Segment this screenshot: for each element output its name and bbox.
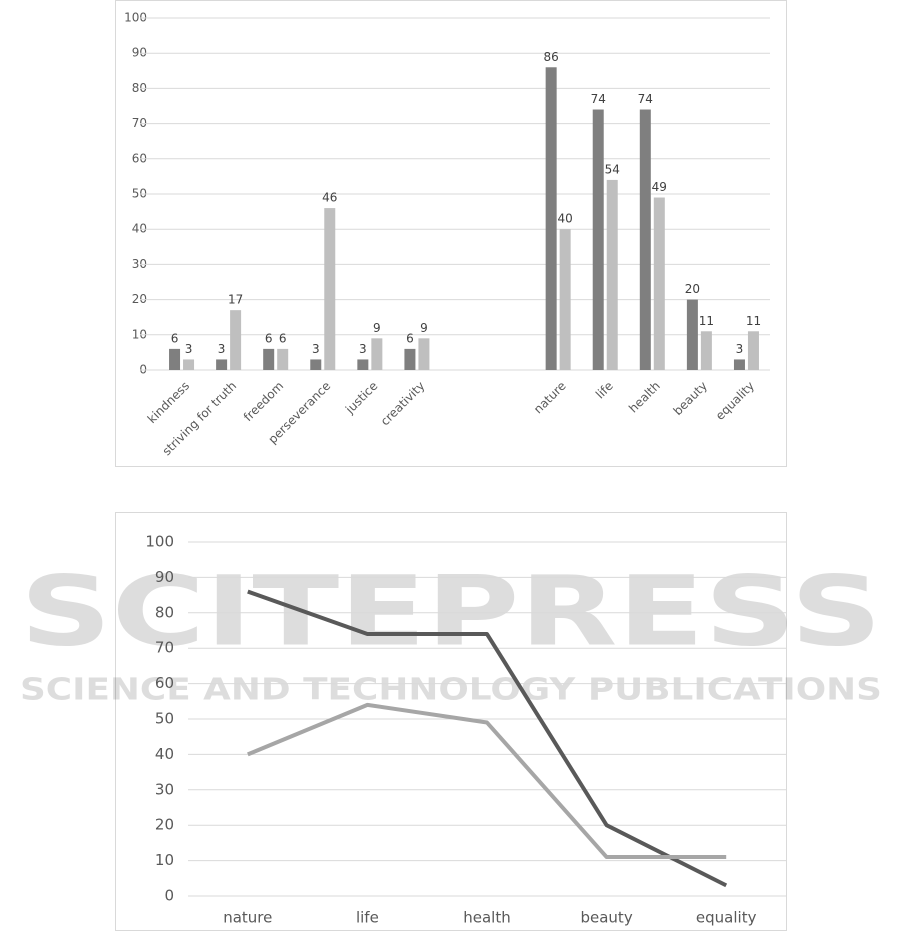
- y-tick-label: 50: [155, 710, 174, 728]
- x-tick-label: nature: [223, 909, 272, 927]
- data-label: 9: [373, 321, 381, 335]
- bar: [183, 359, 195, 370]
- y-tick-label: 60: [155, 674, 174, 692]
- y-tick-label: 0: [164, 887, 174, 905]
- bar: [324, 208, 336, 370]
- data-label: 11: [746, 314, 761, 328]
- y-tick-label: 50: [132, 187, 147, 201]
- bar: [545, 67, 557, 370]
- y-tick-label: 30: [132, 257, 147, 271]
- data-label: 40: [558, 212, 573, 226]
- y-tick-label: 100: [124, 11, 147, 25]
- bar: [700, 331, 712, 370]
- bar: [733, 359, 745, 370]
- bar: [169, 348, 181, 370]
- bar: [263, 348, 275, 370]
- data-label: 20: [685, 282, 700, 296]
- bar: [230, 310, 242, 370]
- data-label: 3: [736, 342, 744, 356]
- bar: [639, 109, 651, 371]
- y-tick-label: 70: [155, 639, 174, 657]
- bar: [357, 359, 369, 370]
- y-tick-label: 40: [132, 222, 147, 236]
- data-label: 54: [605, 162, 620, 176]
- y-tick-label: 80: [155, 603, 174, 621]
- data-label: 74: [591, 92, 606, 106]
- chart-frame: [115, 0, 787, 467]
- y-tick-label: 10: [155, 851, 174, 869]
- data-label: 3: [218, 342, 226, 356]
- y-tick-label: 40: [155, 745, 174, 763]
- data-label: 3: [185, 342, 193, 356]
- data-label: 3: [312, 342, 320, 356]
- bar: [747, 331, 759, 370]
- bar: [686, 299, 698, 370]
- data-label: 6: [279, 331, 287, 345]
- data-label: 11: [699, 314, 714, 328]
- watermark-title: SCITEPRESS: [20, 555, 882, 667]
- y-tick-label: 60: [132, 151, 147, 165]
- data-label: 74: [638, 92, 653, 106]
- x-tick-label: beauty: [580, 909, 632, 927]
- data-label: 6: [265, 331, 273, 345]
- data-label: 46: [322, 191, 337, 205]
- bar: [653, 197, 665, 370]
- data-label: 3: [359, 342, 367, 356]
- y-tick-label: 10: [132, 327, 147, 341]
- y-tick-label: 90: [132, 46, 147, 60]
- bar: [559, 229, 571, 370]
- y-tick-label: 80: [132, 81, 147, 95]
- line: [247, 702, 727, 860]
- bar: [371, 338, 383, 370]
- data-label: 6: [406, 331, 414, 345]
- data-label: 6: [171, 331, 179, 345]
- y-tick-label: 100: [145, 533, 174, 551]
- bar: [404, 348, 416, 370]
- bar: [592, 109, 604, 371]
- line: [247, 589, 728, 888]
- data-label: 49: [652, 180, 667, 194]
- y-tick-label: 70: [132, 116, 147, 130]
- watermark: SCITEPRESS SCIENCE AND TECHNOLOGY PUBLIC…: [20, 555, 882, 707]
- y-tick-label: 90: [155, 568, 174, 586]
- y-tick-label: 30: [155, 780, 174, 798]
- y-tick-label: 20: [132, 292, 147, 306]
- data-label: 17: [228, 293, 243, 307]
- bar: [310, 359, 322, 370]
- y-tick-label: 20: [155, 816, 174, 834]
- bar: [606, 179, 618, 370]
- watermark-subtitle: SCIENCE AND TECHNOLOGY PUBLICATIONS: [20, 673, 882, 708]
- x-tick-label: health: [463, 909, 510, 927]
- data-label: 9: [420, 321, 428, 335]
- bar: [216, 359, 228, 370]
- bar: [277, 348, 289, 370]
- bar: [418, 338, 430, 370]
- data-label: 86: [544, 50, 559, 64]
- x-tick-label: equality: [696, 909, 757, 927]
- x-tick-label: life: [356, 909, 379, 927]
